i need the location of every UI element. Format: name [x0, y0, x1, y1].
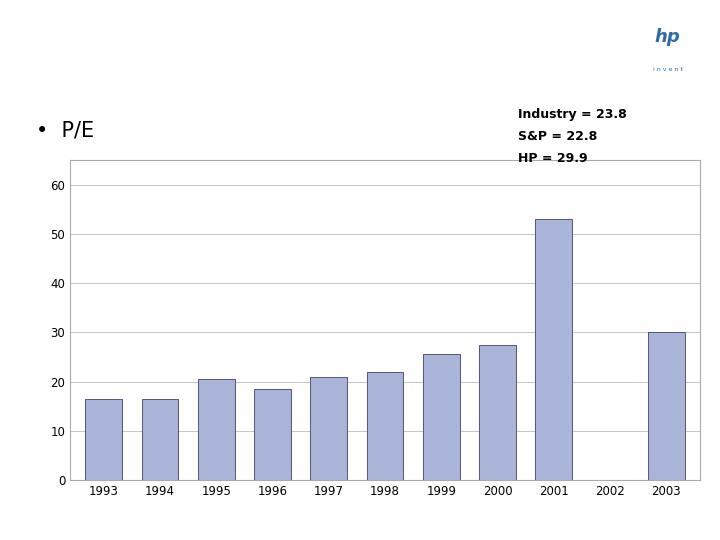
Bar: [536, 219, 572, 480]
Bar: [198, 379, 235, 480]
Bar: [142, 399, 179, 480]
Bar: [366, 372, 403, 480]
Bar: [310, 376, 347, 480]
FancyBboxPatch shape: [616, 7, 720, 85]
Text: S&P = 22.8: S&P = 22.8: [518, 130, 598, 143]
Text: •  P/E: • P/E: [36, 120, 94, 140]
Bar: [648, 332, 685, 480]
Text: i n v e n t: i n v e n t: [653, 67, 683, 72]
Bar: [254, 389, 291, 480]
Text: Ratio Analysis: Ratio Analysis: [29, 36, 251, 64]
Bar: [480, 345, 516, 480]
Text: hp: hp: [655, 28, 680, 46]
Text: Industry = 23.8: Industry = 23.8: [518, 108, 627, 121]
Bar: [86, 399, 122, 480]
Text: HP = 29.9: HP = 29.9: [518, 152, 588, 165]
Bar: [423, 354, 459, 480]
